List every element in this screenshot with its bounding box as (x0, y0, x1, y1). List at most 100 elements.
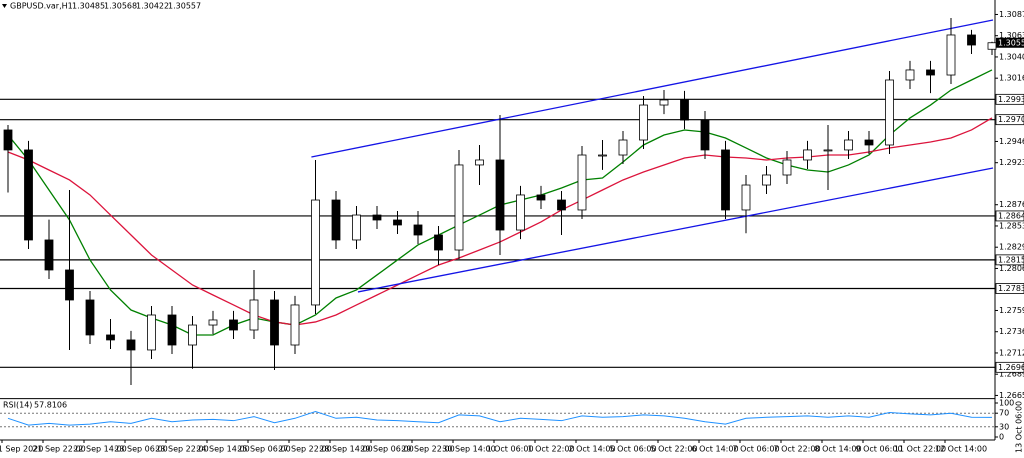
level-label: 1.28155 (998, 255, 1024, 264)
y-tick-label: 1.30870 (999, 10, 1024, 19)
rsi-tick-label: 0 (999, 433, 1004, 442)
y-tick-label: 1.28060 (999, 264, 1024, 273)
candle-body (516, 194, 525, 231)
close-value: 1.30557 (168, 2, 201, 11)
y-tick-label: 1.26655 (999, 391, 1024, 400)
rsi-line (7, 410, 993, 426)
candle-body (618, 139, 628, 156)
candle-body (844, 139, 853, 151)
y-tick-label: 1.27360 (999, 327, 1024, 336)
candle-body (249, 299, 259, 331)
x-tick-label: 29 Sep 22:00 (401, 445, 454, 454)
x-tick-label: 2 Oct 14:00 (568, 445, 615, 454)
level-label: 1.26966 (998, 363, 1024, 372)
x-tick-label: 1 Oct 22:00 (527, 445, 574, 454)
candle-body (885, 79, 894, 146)
candle-body (495, 159, 505, 231)
candle-body (44, 239, 54, 271)
x-tick-label: 21 Sep 22:00 (32, 445, 85, 454)
candle-body (3, 129, 13, 151)
x-tick-label: 25 Sep 06:00 (237, 445, 290, 454)
y-tick-label: 1.29465 (999, 137, 1024, 146)
trendline (311, 19, 994, 158)
x-tick-label: 23 Sep 22:00 (155, 445, 208, 454)
candle-body (147, 314, 156, 351)
candle-body (577, 154, 587, 211)
collapse-arrow (2, 4, 7, 8)
candle-body (639, 104, 648, 141)
rsi-tick-label: 70 (999, 409, 1009, 418)
x-tick-label: 5 Oct 22:00 (650, 445, 697, 454)
candle-body (803, 149, 812, 161)
level-label-box (995, 254, 1024, 266)
candle-body (65, 269, 74, 301)
level-label: 1.27838 (998, 284, 1024, 293)
y-tick-label: 1.28530 (999, 221, 1024, 230)
low-value: 1.30422 (136, 2, 169, 11)
x-tick-label: 24 Sep 14:00 (196, 445, 249, 454)
x-tick-label: 11 Oct 22:00 (894, 445, 946, 454)
open-value: 1.30485 (72, 2, 105, 11)
rsi-tick-label: 100 (999, 399, 1014, 408)
candle-body (208, 319, 218, 326)
x-tick-label: 28 Sep 14:00 (319, 445, 372, 454)
x-tick-label: 27 Sep 22:00 (278, 445, 331, 454)
rsi-name: RSI(14) (3, 401, 32, 410)
candle-body (987, 42, 997, 50)
y-tick-label: 1.29230 (999, 158, 1024, 167)
x-tick-label: 5 Oct 06:00 (609, 445, 656, 454)
x-tick-label: 12 Oct 14:00 (935, 445, 987, 454)
x-tick-label: 13 Oct 06:00 (1015, 401, 1024, 453)
candle-body (352, 214, 361, 241)
level-label-box (995, 361, 1024, 373)
candle-body (659, 99, 669, 106)
candle-body (85, 299, 95, 336)
candle-body (721, 149, 730, 211)
level-label: 1.29706 (998, 115, 1024, 124)
trendline (357, 167, 994, 293)
candle-body (372, 214, 382, 221)
y-tick-label: 1.30635 (999, 31, 1024, 40)
candle-body (905, 69, 915, 81)
candle-body (167, 314, 177, 346)
candle-body (967, 34, 976, 46)
candle-body (823, 149, 833, 152)
rsi-value: 57.8106 (34, 401, 67, 410)
candle-body (741, 184, 751, 211)
x-tick-label: 21 Sep 2020 (0, 445, 43, 454)
x-tick-label: 6 Oct 14:00 (691, 445, 738, 454)
candle-body (557, 199, 566, 211)
level-label-box (995, 283, 1024, 294)
candle-body (864, 139, 874, 146)
high-value: 1.30568 (104, 2, 137, 11)
x-tick-label: 1 Oct 06:00 (486, 445, 533, 454)
x-tick-label: 30 Sep 14:00 (442, 445, 495, 454)
candle-body (290, 304, 300, 346)
candle-body (598, 154, 607, 157)
candle-body (188, 324, 197, 346)
y-tick-label: 1.30400 (999, 52, 1024, 61)
candle-body (434, 234, 443, 251)
level-label-box (995, 114, 1024, 126)
candle-body (126, 339, 136, 351)
x-tick-label: 7 Oct 06:00 (732, 445, 779, 454)
candle-body (782, 159, 792, 176)
candle-body (926, 69, 935, 76)
candle-body (413, 224, 423, 236)
x-tick-label: 7 Oct 22:00 (773, 445, 820, 454)
y-tick-label: 1.27595 (999, 306, 1024, 315)
candle-body (762, 174, 771, 186)
rsi-tick-label: 30 (999, 422, 1009, 431)
x-tick-label: 23 Sep 06:00 (114, 445, 167, 454)
candle-body (946, 34, 956, 76)
x-tick-label: 22 Sep 14:00 (73, 445, 126, 454)
y-tick-label: 1.27125 (999, 348, 1024, 357)
chart-title: GBPUSD.var,H1 (10, 2, 73, 11)
candle-body (24, 149, 33, 241)
level-label-box (995, 93, 1024, 105)
candle-body (229, 319, 238, 331)
y-tick-label: 1.26890 (999, 370, 1024, 379)
candle-body (106, 334, 115, 341)
